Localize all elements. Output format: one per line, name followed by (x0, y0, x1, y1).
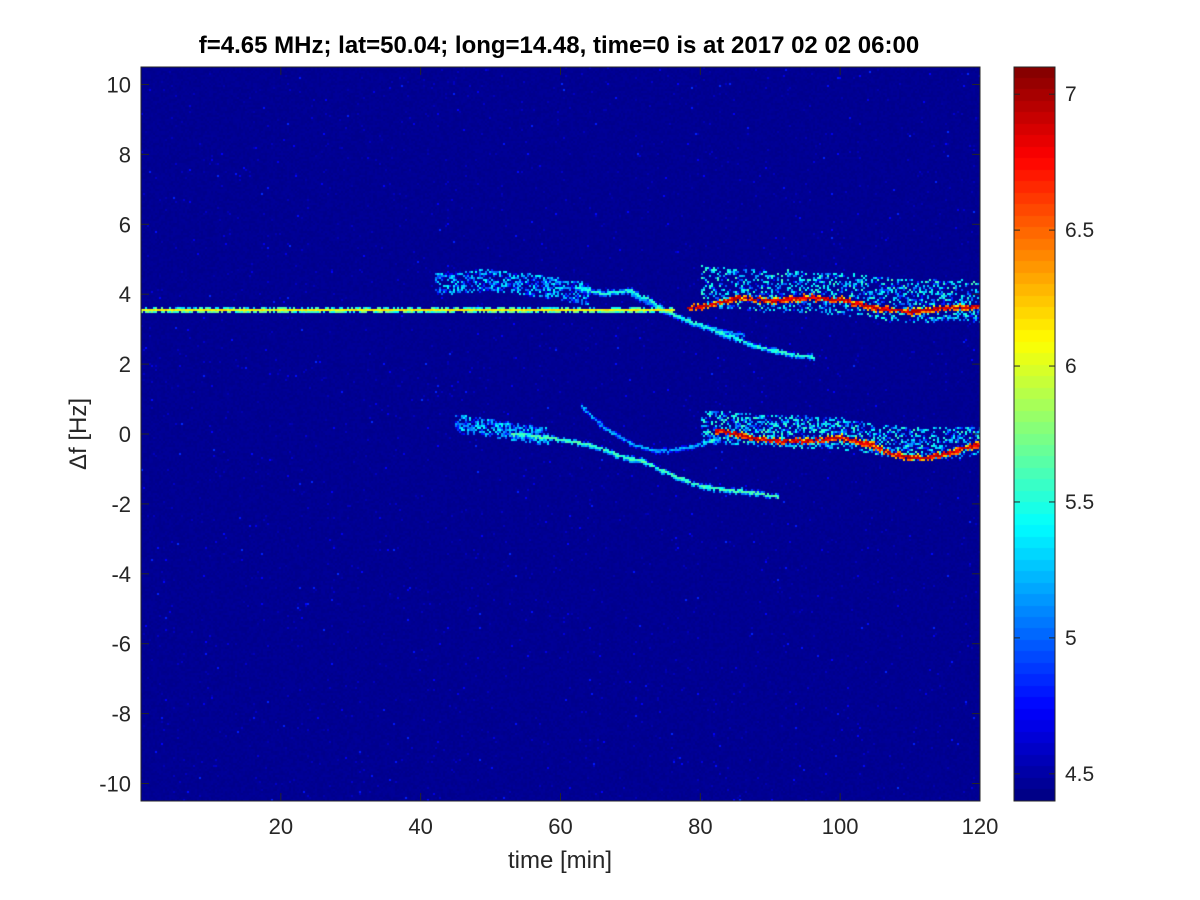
colorbar-canvas (1014, 67, 1055, 801)
x-tick-label: 120 (962, 814, 999, 839)
colorbar-tick-label: 6.5 (1065, 219, 1094, 242)
x-tick-label: 80 (688, 814, 712, 839)
colorbar-tick-label: 6 (1065, 355, 1077, 378)
y-tick-label: 6 (119, 212, 131, 237)
x-tick-label: 40 (408, 814, 432, 839)
colorbar-tick-label: 7 (1065, 83, 1077, 106)
heatmap-plot-area (141, 67, 980, 801)
colorbar (1014, 67, 1055, 801)
colorbar-tick-label: 5.5 (1065, 491, 1094, 514)
x-axis: 20 40 60 80 100 120 (269, 67, 999, 839)
x-tick-label: 100 (822, 814, 859, 839)
y-tick-label: 8 (119, 142, 131, 167)
y-tick-label: -4 (111, 562, 131, 587)
y-tick-label: -2 (111, 492, 131, 517)
y-tick-label: 10 (107, 72, 131, 97)
y-axis-label: Δf [Hz] (65, 398, 92, 470)
colorbar-tick-label: 5 (1065, 627, 1077, 650)
y-tick-label: 2 (119, 352, 131, 377)
x-tick-label: 60 (548, 814, 572, 839)
colorbar-tick-label: 4.5 (1065, 763, 1094, 786)
y-axis: -10 -8 -6 -4 -2 0 2 4 6 8 10 (99, 72, 980, 797)
y-tick-label: -10 (99, 772, 131, 797)
colorbar-axis: 4.5 5 5.5 6 6.5 7 (1014, 83, 1094, 786)
y-tick-label: 0 (119, 422, 131, 447)
x-tick-label: 20 (269, 814, 293, 839)
y-tick-label: 4 (119, 282, 131, 307)
colorbar-frame (1013, 66, 1056, 802)
y-tick-label: -6 (111, 632, 131, 657)
y-tick-label: -8 (111, 702, 131, 727)
chart-title: f=4.65 MHz; lat=50.04; long=14.48, time=… (199, 32, 919, 59)
x-axis-label: time [min] (508, 847, 612, 874)
heatmap-canvas (141, 67, 980, 801)
